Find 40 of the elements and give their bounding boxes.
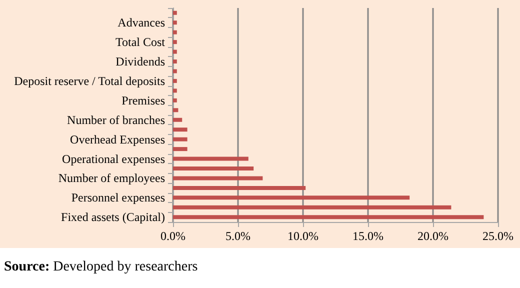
bar <box>173 78 177 83</box>
source-note: Source: Developed by researchers <box>4 260 198 274</box>
bar <box>173 118 182 122</box>
x-tick-label: 25.0% <box>482 229 514 243</box>
bar <box>173 186 306 190</box>
bar <box>173 205 452 210</box>
x-tick-label: 0.0% <box>160 229 186 243</box>
bar <box>173 40 177 44</box>
y-tick-label: Overhead Expenses <box>70 132 166 146</box>
x-tick-label: 5.0% <box>226 229 250 243</box>
bar <box>173 196 410 200</box>
bar <box>173 215 484 220</box>
y-tick-label: Number of branches <box>67 112 166 127</box>
y-tick-label: Dividends <box>116 54 166 68</box>
bar <box>173 60 177 64</box>
y-tick-label: Personnel expenses <box>71 190 166 205</box>
bar <box>173 147 188 152</box>
bar <box>173 69 177 74</box>
x-tick-label: 10.0% <box>288 229 318 243</box>
bar <box>173 166 254 170</box>
bar <box>173 30 177 34</box>
bar <box>173 137 188 142</box>
bar <box>173 50 177 54</box>
bar <box>173 10 177 15</box>
y-tick-label: Total Cost <box>116 35 166 50</box>
bar <box>173 88 177 93</box>
y-tick-label: Advances <box>118 16 166 30</box>
bar <box>173 176 263 180</box>
y-tick-label: Fixed assets (Capital) <box>61 210 165 224</box>
x-tick-label: 20.0% <box>418 229 448 243</box>
bar <box>173 98 177 102</box>
bar <box>173 20 177 25</box>
y-tick-label: Deposit reserve / Total deposits <box>14 74 166 88</box>
bar <box>173 128 188 132</box>
y-tick-label: Premises <box>122 93 166 108</box>
bar <box>173 156 248 161</box>
y-tick-label: Operational expenses <box>62 152 166 166</box>
x-tick-label: 15.0% <box>352 229 384 243</box>
bar <box>173 108 178 112</box>
y-tick-label: Number of employees <box>58 171 166 186</box>
